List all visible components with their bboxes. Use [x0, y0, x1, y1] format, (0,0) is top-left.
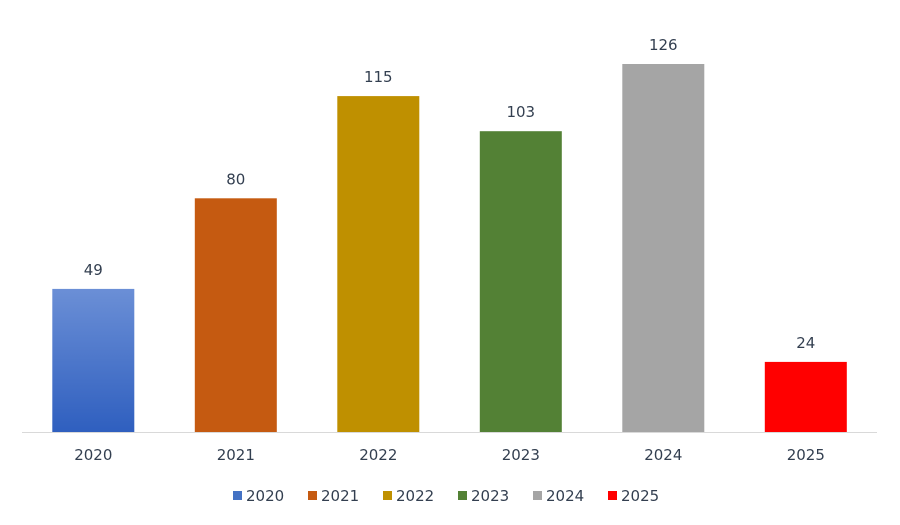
legend-item-2025: 2025: [608, 487, 659, 505]
x-tick-2020: 2020: [74, 446, 112, 464]
legend-swatch-2025: [608, 491, 617, 500]
bar-2023: [479, 131, 562, 432]
x-tick-2024: 2024: [644, 446, 682, 464]
legend-label-2024: 2024: [546, 487, 584, 505]
legend-label-2022: 2022: [396, 487, 434, 505]
data-label-2024: 126: [649, 36, 678, 54]
data-label-2021: 80: [226, 170, 245, 188]
legend-label-2021: 2021: [321, 487, 359, 505]
legend-item-2024: 2024: [533, 487, 584, 505]
bar-2024: [622, 64, 705, 432]
data-label-2023: 103: [506, 103, 535, 121]
data-label-2025: 24: [796, 334, 815, 352]
legend-swatch-2023: [458, 491, 467, 500]
bar-2020: [52, 288, 135, 432]
data-labels-group: 49 80 115 103 126 24: [84, 36, 816, 352]
bars-group: [52, 64, 847, 432]
legend-swatch-2024: [533, 491, 542, 500]
legend: 2020 2021 2022 2023 2024 2025: [233, 487, 659, 505]
legend-label-2025: 2025: [621, 487, 659, 505]
x-tick-labels-group: 2020 2021 2022 2023 2024 2025: [74, 446, 825, 464]
bar-2025: [764, 361, 847, 432]
bar-2022: [337, 96, 420, 432]
legend-item-2023: 2023: [458, 487, 509, 505]
legend-swatch-2021: [308, 491, 317, 500]
x-tick-2021: 2021: [217, 446, 255, 464]
legend-label-2023: 2023: [471, 487, 509, 505]
x-tick-2023: 2023: [502, 446, 540, 464]
legend-swatch-2020: [233, 491, 242, 500]
bar-2021: [194, 198, 277, 432]
legend-swatch-2022: [383, 491, 392, 500]
legend-item-2021: 2021: [308, 487, 359, 505]
x-tick-2022: 2022: [359, 446, 397, 464]
legend-label-2020: 2020: [246, 487, 284, 505]
data-label-2020: 49: [84, 261, 103, 279]
x-tick-2025: 2025: [787, 446, 825, 464]
legend-item-2020: 2020: [233, 487, 284, 505]
data-label-2022: 115: [364, 68, 393, 86]
legend-item-2022: 2022: [383, 487, 434, 505]
